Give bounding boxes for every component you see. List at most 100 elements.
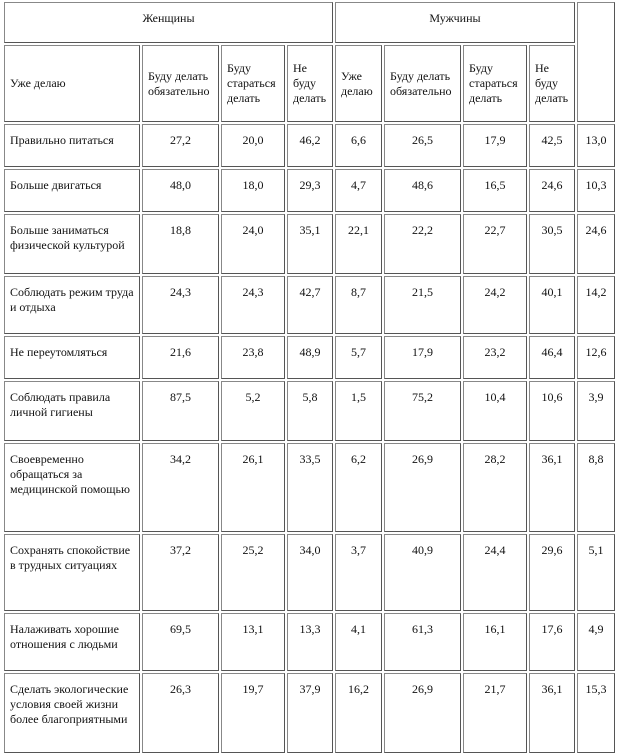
table-cell: 17,9 [463, 124, 527, 167]
table-cell: 42,7 [287, 276, 333, 334]
column-header: Не буду делать [529, 45, 575, 122]
table-cell: 18,0 [221, 169, 285, 212]
table-cell: 30,5 [529, 214, 575, 274]
row-label: Не переутомляться [4, 336, 140, 379]
table-cell: 36,1 [529, 673, 575, 753]
table-cell: 13,1 [221, 613, 285, 671]
table-cell: 3,9 [577, 381, 615, 441]
row-label: Больше заниматься физической культурой [4, 214, 140, 274]
table-cell: 17,9 [384, 336, 461, 379]
table-cell: 4,9 [577, 613, 615, 671]
table-cell: 4,7 [335, 169, 382, 212]
table-cell: 48,9 [287, 336, 333, 379]
table-cell: 69,5 [142, 613, 219, 671]
table-cell: 6,2 [335, 443, 382, 532]
table-cell: 5,7 [335, 336, 382, 379]
table-cell: 20,0 [221, 124, 285, 167]
row-label: Больше двигаться [4, 169, 140, 212]
table-cell: 22,1 [335, 214, 382, 274]
table-cell: 5,1 [577, 534, 615, 611]
table-cell: 13,3 [287, 613, 333, 671]
table-cell: 24,3 [142, 276, 219, 334]
table-cell: 34,0 [287, 534, 333, 611]
table-cell: 3,7 [335, 534, 382, 611]
column-header: Буду стараться делать [463, 45, 527, 122]
table-cell: 61,3 [384, 613, 461, 671]
column-header: Буду делать обязательно [142, 45, 219, 122]
table-cell: 36,1 [529, 443, 575, 532]
table-cell: 42,5 [529, 124, 575, 167]
table-cell: 25,2 [221, 534, 285, 611]
survey-table: Женщины Мужчины Уже делаю Буду делать обя… [4, 2, 615, 753]
table-cell: 4,1 [335, 613, 382, 671]
table-cell: 22,2 [384, 214, 461, 274]
table-cell: 24,4 [463, 534, 527, 611]
table-cell: 21,7 [463, 673, 527, 753]
table-cell: 46,4 [529, 336, 575, 379]
header-men: Мужчины [335, 2, 575, 43]
table-cell: 26,5 [384, 124, 461, 167]
table-cell: 5,2 [221, 381, 285, 441]
table-cell: 16,2 [335, 673, 382, 753]
table-cell: 16,1 [463, 613, 527, 671]
column-header: Не буду делать [287, 45, 333, 122]
table-cell: 26,1 [221, 443, 285, 532]
header-empty-cell [577, 2, 615, 122]
table-cell: 24,6 [529, 169, 575, 212]
table-cell: 5,8 [287, 381, 333, 441]
table-cell: 40,1 [529, 276, 575, 334]
header-women: Женщины [4, 2, 333, 43]
table-cell: 8,8 [577, 443, 615, 532]
table-cell: 21,6 [142, 336, 219, 379]
column-header: Буду стараться делать [221, 45, 285, 122]
table-cell: 37,9 [287, 673, 333, 753]
table-cell: 15,3 [577, 673, 615, 753]
table-cell: 40,9 [384, 534, 461, 611]
table-cell: 22,7 [463, 214, 527, 274]
row-label: Сделать экологические условия своей жизн… [4, 673, 140, 753]
table-cell: 26,9 [384, 673, 461, 753]
table-cell: 24,6 [577, 214, 615, 274]
table-cell: 29,6 [529, 534, 575, 611]
table-cell: 17,6 [529, 613, 575, 671]
table-cell: 35,1 [287, 214, 333, 274]
column-header: Уже делаю [4, 45, 140, 122]
table-cell: 10,6 [529, 381, 575, 441]
table-cell: 28,2 [463, 443, 527, 532]
table-cell: 34,2 [142, 443, 219, 532]
row-label: Налаживать хорошие отношения с людьми [4, 613, 140, 671]
table-cell: 21,5 [384, 276, 461, 334]
table-cell: 24,2 [463, 276, 527, 334]
table-cell: 13,0 [577, 124, 615, 167]
table-cell: 24,3 [221, 276, 285, 334]
column-header: Буду делать обязательно [384, 45, 461, 122]
table-cell: 1,5 [335, 381, 382, 441]
table-cell: 48,6 [384, 169, 461, 212]
table-cell: 10,3 [577, 169, 615, 212]
table-cell: 10,4 [463, 381, 527, 441]
column-header: Уже делаю [335, 45, 382, 122]
table-cell: 46,2 [287, 124, 333, 167]
table-cell: 24,0 [221, 214, 285, 274]
table-cell: 8,7 [335, 276, 382, 334]
table-cell: 14,2 [577, 276, 615, 334]
table-cell: 33,5 [287, 443, 333, 532]
table-cell: 37,2 [142, 534, 219, 611]
table-cell: 16,5 [463, 169, 527, 212]
row-label: Правильно питаться [4, 124, 140, 167]
table-cell: 23,8 [221, 336, 285, 379]
row-label: Соблюдать правила личной гигиены [4, 381, 140, 441]
table-cell: 75,2 [384, 381, 461, 441]
table-cell: 26,3 [142, 673, 219, 753]
row-label: Соблюдать режим труда и отдыха [4, 276, 140, 334]
table-cell: 26,9 [384, 443, 461, 532]
table-cell: 27,2 [142, 124, 219, 167]
table-cell: 6,6 [335, 124, 382, 167]
table-cell: 87,5 [142, 381, 219, 441]
table-cell: 48,0 [142, 169, 219, 212]
row-label: Своевременно обращаться за медицинской п… [4, 443, 140, 532]
table-cell: 18,8 [142, 214, 219, 274]
table-cell: 29,3 [287, 169, 333, 212]
table-cell: 12,6 [577, 336, 615, 379]
table-cell: 19,7 [221, 673, 285, 753]
